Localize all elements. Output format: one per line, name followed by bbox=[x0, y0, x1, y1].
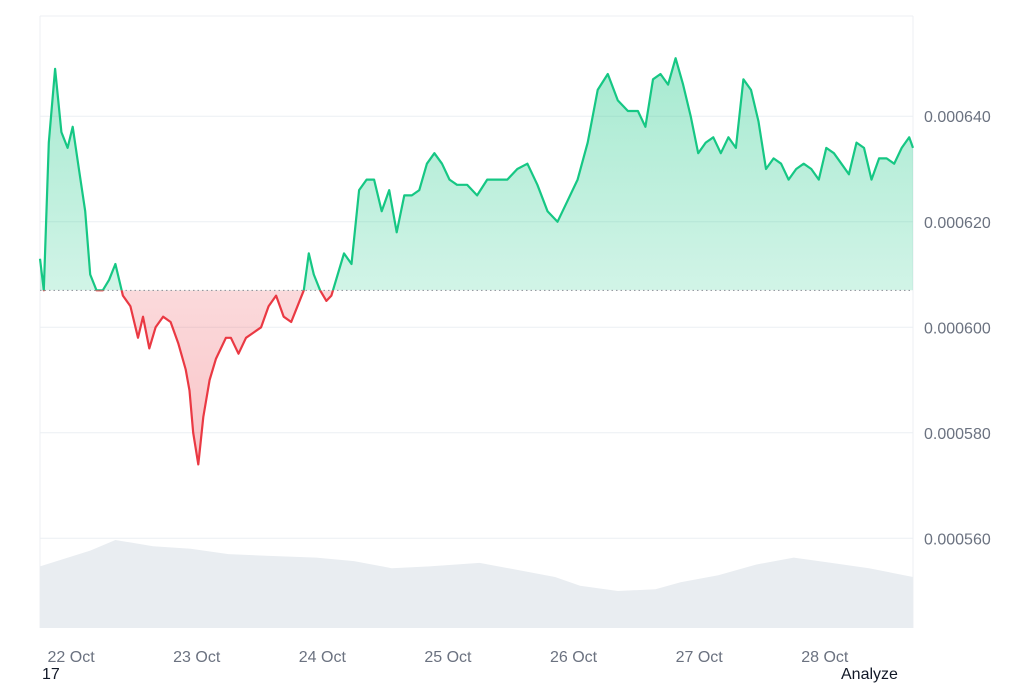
price-line-layer bbox=[38, 57, 915, 466]
price-line-down bbox=[42, 290, 335, 466]
area-above-baseline bbox=[40, 58, 913, 291]
volume-area-layer bbox=[40, 540, 913, 628]
volume-area bbox=[40, 540, 913, 628]
y-tick-label: 0.000600 bbox=[924, 320, 991, 337]
y-tick-label: 0.000560 bbox=[924, 531, 991, 548]
x-tick-label: 28 Oct bbox=[801, 649, 849, 666]
x-tick-label: 24 Oct bbox=[299, 649, 347, 666]
y-tick-label: 0.000620 bbox=[924, 215, 991, 232]
price-line-up bbox=[38, 57, 915, 291]
x-tick-label: 26 Oct bbox=[550, 649, 598, 666]
analyze-link[interactable]: Analyze bbox=[841, 666, 898, 683]
price-area-layer bbox=[40, 58, 913, 465]
y-tick-label: 0.000640 bbox=[924, 109, 991, 126]
x-tick-label: 22 Oct bbox=[48, 649, 96, 666]
footer-left-text: 17 bbox=[42, 666, 60, 683]
area-below-baseline bbox=[121, 290, 333, 465]
x-tick-label: 27 Oct bbox=[676, 649, 724, 666]
y-tick-label: 0.000580 bbox=[924, 426, 991, 443]
y-axis-ticks: 0.000560 0.000580 0.000600 0.000620 0.000640 bbox=[924, 109, 991, 548]
x-tick-label: 25 Oct bbox=[424, 649, 472, 666]
x-axis-ticks: 22 Oct 23 Oct 24 Oct 25 Oct 26 Oct 27 Oct 28 O… bbox=[48, 649, 849, 666]
x-tick-label: 23 Oct bbox=[173, 649, 221, 666]
